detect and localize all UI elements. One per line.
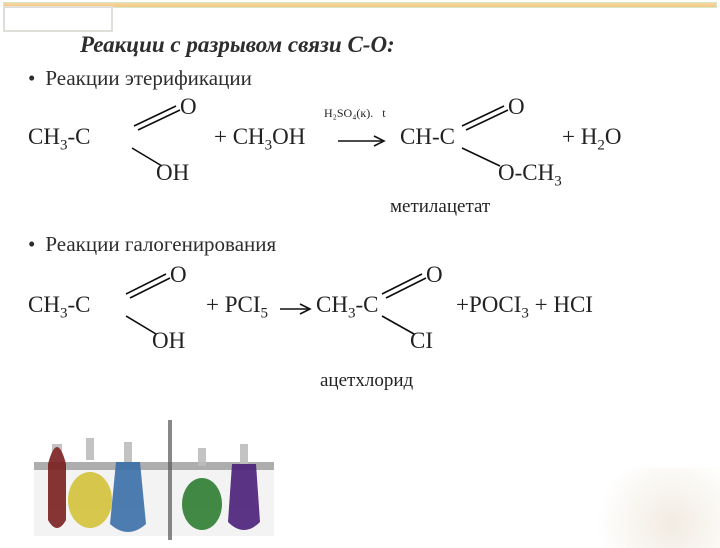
s1-product-main: СН-С: [400, 124, 455, 150]
s1-reaction-arrow: [336, 134, 390, 148]
flasks-illustration: [28, 420, 288, 540]
s2-double-bond-left: [112, 268, 178, 298]
s2-reaction-arrow: [278, 302, 316, 316]
top-tab-frame: [3, 6, 113, 32]
bullet-text-2: Реакции галогенирования: [45, 232, 276, 256]
s1-plus-water: + Н2О: [562, 124, 621, 155]
bullet-dot: •: [28, 66, 35, 90]
s1-double-bond-left: [118, 100, 188, 130]
s2-reactant-left: СН3-С: [28, 292, 90, 323]
s2-product-label: ацетхлорид: [320, 370, 413, 392]
s1-plus-methanol: + СН3ОН: [214, 124, 305, 155]
s1-product-label: метилацетат: [390, 196, 490, 218]
s2-CI: CI: [410, 328, 433, 354]
s2-product-main: СН3-С: [316, 292, 378, 323]
s2-double-bond-right: [370, 268, 436, 298]
s1-conditions: H₂SO₄(к). t: [324, 106, 386, 121]
corner-decoration: [560, 468, 720, 548]
bullet-esterification: • Реакции этерификации: [28, 66, 252, 91]
s1-OH: ОН: [156, 160, 189, 186]
bullet-dot-2: •: [28, 232, 35, 256]
page-title: Реакции с разрывом связи С-О:: [80, 32, 395, 58]
s1-double-bond-right: [452, 100, 522, 130]
s1-OCH3: О-СН3: [498, 160, 562, 191]
s2-plus-pci5: + PCI5: [206, 292, 268, 323]
bullet-halogenation: • Реакции галогенирования: [28, 232, 276, 257]
bullet-text: Реакции этерификации: [45, 66, 251, 90]
s1-reactant-left: СН3-С: [28, 124, 90, 155]
s2-tail-products: +POCI3 + HCI: [456, 292, 593, 323]
s2-OH: ОН: [152, 328, 185, 354]
